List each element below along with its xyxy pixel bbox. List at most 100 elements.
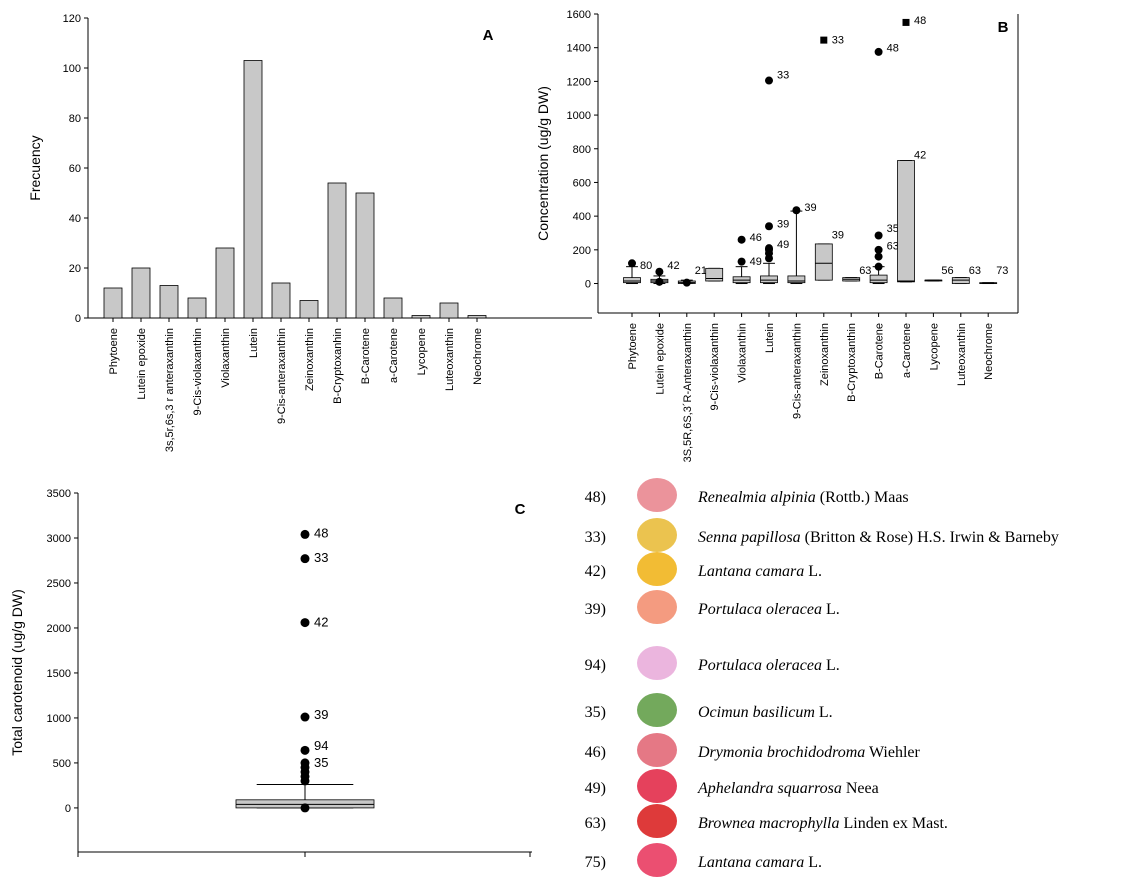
outlier-label: 42 — [667, 260, 679, 272]
y-tick-label: 1000 — [567, 110, 591, 122]
outlier — [820, 36, 828, 44]
outlier-label: 56 — [941, 265, 953, 277]
panel-label: A — [483, 27, 494, 44]
panel-label: B — [998, 19, 1009, 36]
bar — [271, 282, 291, 319]
outlier-label: 80 — [640, 260, 652, 272]
outlier-label: 94 — [314, 738, 328, 753]
box — [623, 277, 641, 284]
species-authority: (Rottb.) Maas — [820, 489, 909, 506]
bar — [411, 315, 431, 319]
bar — [159, 285, 179, 319]
outlier — [300, 758, 310, 768]
y-tick-label: 1500 — [47, 668, 71, 680]
bar — [131, 267, 151, 319]
outlier — [628, 259, 636, 268]
flower-image — [637, 590, 677, 624]
species-name: Lantana camara — [697, 854, 804, 871]
x-tick-label: 9-Cis-anteraxanthin — [276, 328, 288, 424]
species-number: 35) — [585, 704, 606, 721]
x-tick-label: 9-Cis-anteraxanthin — [791, 323, 803, 419]
outlier-label: 35 — [314, 755, 328, 770]
outlier-label: 48 — [887, 43, 899, 55]
species-authority: L. — [819, 704, 833, 721]
outlier-label: 39 — [314, 707, 328, 722]
y-tick-label: 0 — [75, 313, 81, 325]
species-entry: Renealmia alpinia (Rottb.) Maas — [697, 489, 909, 506]
flower-image — [637, 804, 677, 838]
y-tick-label: 60 — [69, 163, 81, 175]
outlier — [765, 222, 773, 231]
x-tick-label: Phytoene — [627, 323, 639, 369]
outlier — [655, 267, 664, 276]
outlier — [300, 529, 310, 539]
y-axis-label: Frecuency — [27, 135, 43, 200]
outlier-label: 39 — [777, 219, 789, 231]
outlier — [902, 18, 910, 26]
y-tick-label: 0 — [585, 279, 591, 291]
species-entry: Portulaca oleracea L. — [697, 601, 840, 618]
species-authority: L. — [808, 854, 822, 871]
x-tick-label: a-Carotene — [388, 328, 400, 383]
box — [705, 267, 724, 282]
x-tick-label: a-Carotene — [901, 323, 913, 378]
outlier-label: 39 — [832, 230, 844, 242]
bar — [187, 297, 207, 319]
outlier-label: 46 — [750, 232, 762, 244]
y-axis-label: Concentration (ug/g DW) — [535, 86, 551, 241]
species-authority: Neea — [846, 780, 879, 797]
y-tick-label: 100 — [63, 63, 81, 75]
outlier-label: 49 — [777, 239, 789, 251]
species-entry: Senna papillosa (Britton & Rose) H.S. Ir… — [698, 529, 1059, 546]
outlier-label: 33 — [777, 70, 789, 82]
outlier — [300, 554, 310, 564]
x-tick-label: B-Cryptoxanhin — [332, 328, 344, 404]
species-authority: Linden ex Mast. — [843, 815, 947, 832]
species-entry: Ocimun basilicum L. — [698, 704, 833, 721]
outlier-label: 49 — [750, 256, 762, 268]
species-authority: L. — [808, 563, 822, 580]
x-tick-label: Lutein — [248, 328, 260, 358]
y-tick-label: 1400 — [567, 43, 591, 55]
outlier-label: 42 — [914, 150, 926, 162]
species-authority: (Britton & Rose) H.S. Irwin & Barneby — [805, 529, 1059, 546]
panel-label: C — [515, 501, 526, 518]
species-number: 42) — [585, 563, 606, 580]
species-entry: Lantana camara L. — [697, 854, 822, 871]
bar — [383, 297, 403, 319]
species-entry: Portulaca oleracea L. — [697, 657, 840, 674]
bar — [467, 315, 487, 319]
outlier-label: 33 — [832, 34, 844, 46]
outlier-label: 48 — [914, 15, 926, 27]
outlier — [300, 712, 310, 722]
bar — [439, 302, 459, 319]
x-tick-label: Neochrome — [472, 328, 484, 385]
species-number: 46) — [585, 744, 606, 761]
outlier — [737, 235, 746, 244]
flower-image — [637, 693, 677, 727]
species-authority: L. — [826, 657, 840, 674]
species-name: Portulaca oleracea — [697, 657, 822, 674]
x-tick-label: 3S,5R,6S,3´R-Anteraxanthin — [682, 323, 694, 462]
species-name: Lantana camara — [697, 563, 804, 580]
x-tick-label: Lutein epoxide — [136, 328, 148, 400]
outlier-label: 39 — [804, 202, 816, 214]
species-name: Ocimun basilicum — [698, 704, 815, 721]
bar — [243, 60, 263, 319]
box — [814, 243, 833, 281]
flower-image — [637, 843, 677, 877]
outlier — [874, 252, 883, 261]
bar — [355, 192, 375, 319]
outlier-label: 63 — [887, 241, 899, 253]
y-tick-label: 1200 — [567, 76, 591, 88]
box — [897, 160, 915, 283]
species-name: Brownea macrophylla — [698, 815, 839, 832]
y-tick-label: 200 — [573, 245, 591, 257]
x-tick-label: Violaxanthin — [220, 328, 232, 388]
bar — [103, 287, 123, 319]
y-tick-label: 400 — [573, 211, 591, 223]
species-entry: Drymonia brochidodroma Wiehler — [697, 744, 921, 761]
x-tick-label: Lycopene — [928, 323, 940, 370]
species-number: 94) — [585, 657, 606, 674]
